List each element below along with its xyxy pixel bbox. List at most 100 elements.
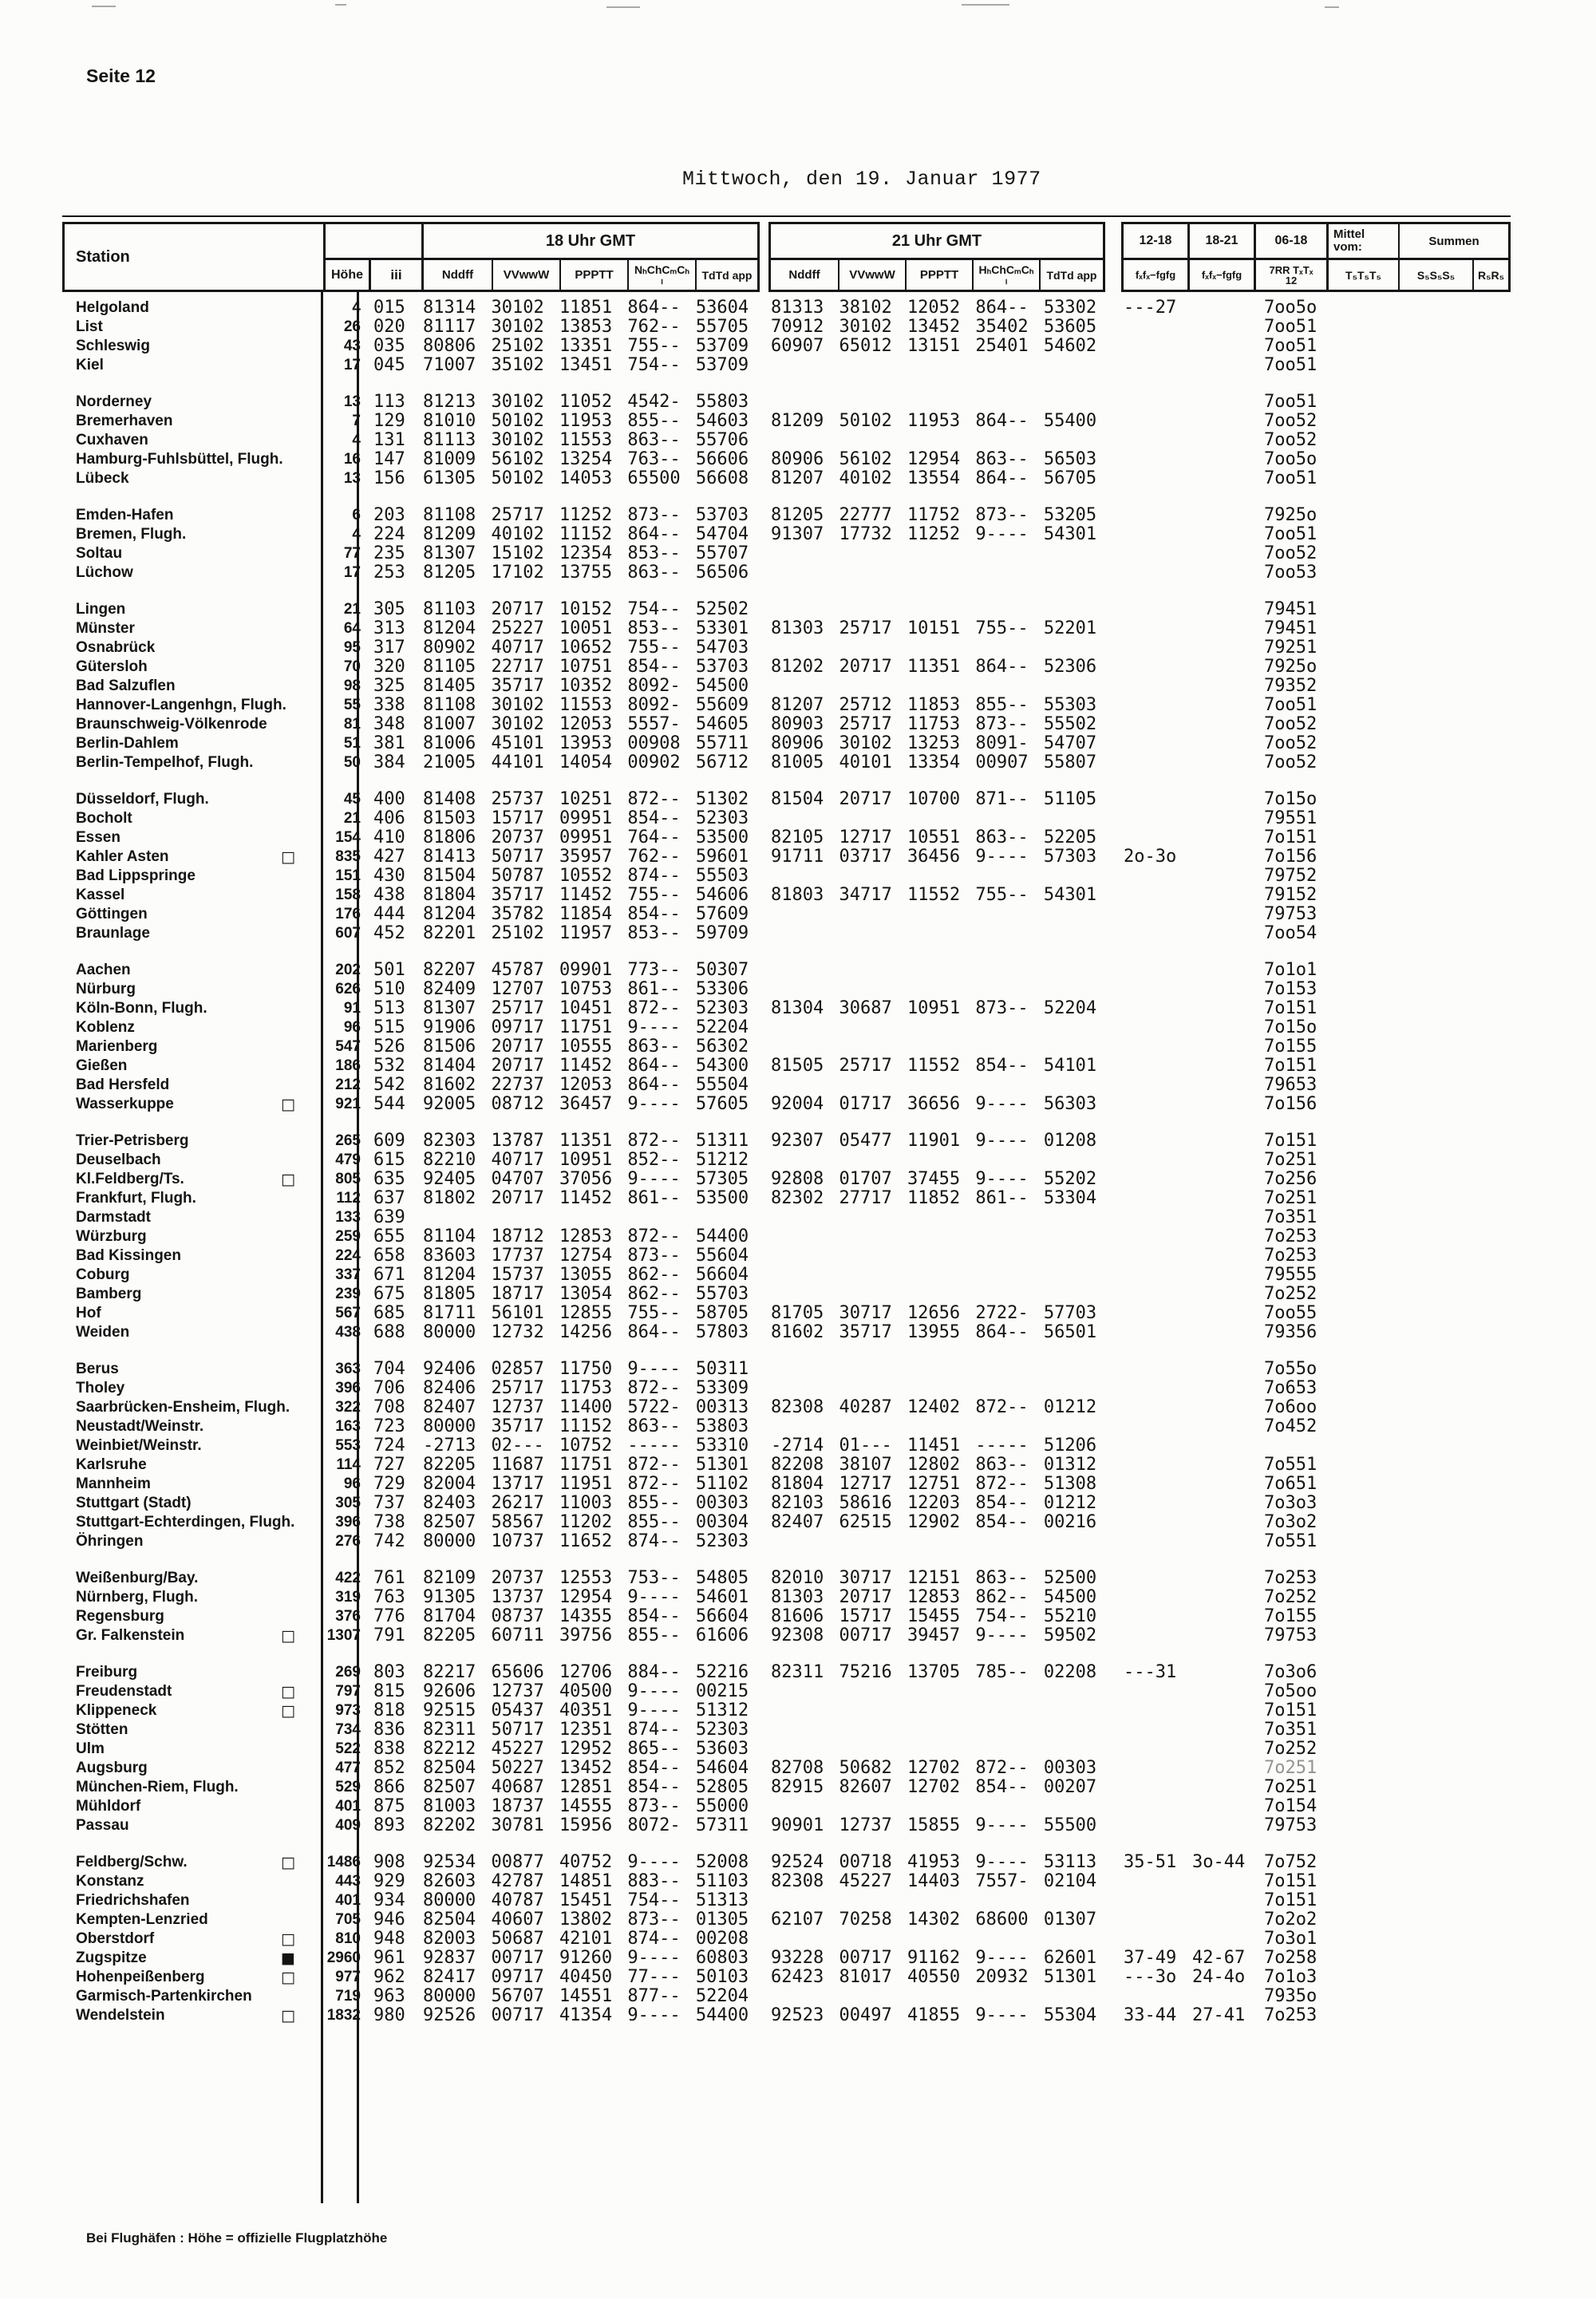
obs-18gmt: 82004 13717 11951 872-- 51102	[423, 1474, 749, 1494]
val-06-18: 79753	[1264, 904, 1317, 924]
col-group-18gmt: 18 Uhr GMT	[545, 231, 636, 250]
station-elevation: 7	[352, 413, 361, 429]
station-elevation: 835	[335, 848, 361, 865]
obs-18gmt: 81105 22717 10751 854-- 53703	[423, 657, 749, 677]
station-number: 727	[373, 1455, 405, 1475]
val-06-18: 7oo55	[1264, 1303, 1317, 1323]
station-name: Gießen	[76, 1057, 128, 1074]
col-header-summen: Summen	[1428, 234, 1479, 248]
obs-21gmt: 82915 82607 12702 854-- 00207	[771, 1777, 1097, 1797]
station-name: Norderney	[76, 393, 152, 410]
obs-18gmt: 81213 30102 11052 4542- 55803	[423, 392, 749, 412]
val-12-18: ---3o	[1124, 1967, 1177, 1987]
table-row: Coburg 337 671 81204 15737 13055 862-- 5660…	[0, 1266, 1596, 1285]
station-name: Stuttgart (Stadt)	[76, 1495, 192, 1511]
table-row: Düsseldorf, Flugh. 45 400 81408 25737 10251…	[0, 790, 1596, 809]
station-symbol-icon: □	[281, 1096, 295, 1113]
obs-21gmt: 81803 34717 11552 755-- 54301	[771, 885, 1097, 905]
table-row: Wasserkuppe □ 921 544 92005 08712 36457 9---…	[0, 1095, 1596, 1114]
station-elevation: 21	[343, 601, 361, 618]
val-06-18: 7o151	[1264, 1701, 1317, 1720]
val-06-18: 7o251	[1264, 1758, 1317, 1778]
station-name: Bamberg	[76, 1286, 142, 1302]
table-row: Bad Hersfeld 212 542 81602 22737 12053 864-…	[0, 1076, 1596, 1095]
obs-21gmt: 82311 75216 13705 785-- 02208	[771, 1662, 1097, 1682]
obs-21gmt: 81804 12717 12751 872-- 51308	[771, 1474, 1097, 1494]
station-symbol-icon: □	[281, 1854, 295, 1871]
table-row: Hof 567 685 81711 56101 12855 755-- 58705 81…	[0, 1304, 1596, 1323]
table-row: Stötten 734 836 82311 50717 12351 874-- 523…	[0, 1720, 1596, 1740]
station-elevation: 70	[343, 658, 361, 675]
station-number: 635	[373, 1169, 405, 1189]
station-name: Berlin-Tempelhof, Flugh.	[76, 754, 254, 771]
station-elevation: 212	[335, 1076, 361, 1093]
val-06-18: 7o252	[1264, 1587, 1317, 1607]
station-symbol-icon: □	[281, 848, 295, 866]
station-elevation: 6	[352, 507, 361, 523]
obs-21gmt: 82308 40287 12402 872-- 01212	[771, 1397, 1097, 1417]
col-header-06-18: 06-18	[1274, 234, 1308, 247]
val-06-18: 7oo5o	[1264, 449, 1317, 469]
station-number: 946	[373, 1910, 405, 1930]
station-number: 838	[373, 1739, 405, 1759]
station-elevation: 13	[343, 393, 361, 410]
val-06-18: 7o551	[1264, 1455, 1317, 1475]
station-elevation: 319	[335, 1589, 361, 1606]
table-row: Passau 409 893 82202 30781 15956 8072- 5731…	[0, 1816, 1596, 1835]
obs-18gmt: 92606 12737 40500 9---- 00215	[423, 1681, 749, 1701]
obs-21gmt: 82708 50682 12702 872-- 00303	[771, 1758, 1097, 1778]
val-06-18: 7o151	[1264, 998, 1317, 1018]
station-number: 317	[373, 638, 405, 658]
station-number: 776	[373, 1606, 405, 1626]
table-row: Bad Kissingen 224 658 83603 17737 12754 873…	[0, 1246, 1596, 1266]
station-symbol-icon: □	[281, 1969, 295, 1986]
obs-18gmt: 82210 40717 10951 852-- 51212	[423, 1150, 749, 1170]
table-row: Wendelstein □ 1832 980 92526 00717 41354 9--…	[0, 2006, 1596, 2025]
col-header-ppptt-18: PPPTT	[575, 268, 614, 282]
table-row: Lübeck 13 156 61305 50102 14053 65500 56608…	[0, 469, 1596, 488]
table-rule-right	[357, 292, 359, 2203]
station-elevation: 422	[335, 1570, 361, 1586]
val-06-18: 7o1o3	[1264, 1967, 1317, 1987]
val-06-18: 7o752	[1264, 1852, 1317, 1872]
station-name: Bad Hersfeld	[76, 1076, 170, 1093]
station-number: 501	[373, 960, 405, 980]
obs-18gmt: 92405 04707 37056 9---- 57305	[423, 1169, 749, 1189]
station-name: Münster	[76, 620, 135, 637]
obs-18gmt: 92005 08712 36457 9---- 57605	[423, 1094, 749, 1114]
val-06-18: 7oo52	[1264, 543, 1317, 563]
station-elevation: 810	[335, 1930, 361, 1947]
obs-21gmt: 81304 30687 10951 873-- 52204	[771, 998, 1097, 1018]
station-number: 129	[373, 411, 405, 431]
val-06-18: 7925o	[1264, 657, 1317, 677]
station-name: Göttingen	[76, 906, 148, 922]
val-06-18: 7o351	[1264, 1720, 1317, 1740]
val-06-18: 79551	[1264, 808, 1317, 828]
station-number: 866	[373, 1777, 405, 1797]
station-elevation: 522	[335, 1740, 361, 1757]
table-row: Bremerhaven 7 129 81010 50102 11953 855-- 5…	[0, 412, 1596, 431]
table-row: Norderney 13 113 81213 30102 11052 4542- 55…	[0, 393, 1596, 412]
station-name: Köln-Bonn, Flugh.	[76, 1000, 207, 1017]
val-12-18: ---31	[1124, 1662, 1177, 1682]
val-06-18: 7oo52	[1264, 753, 1317, 772]
station-name: Marienberg	[76, 1038, 158, 1055]
station-name: Osnabrück	[76, 639, 156, 656]
table-row: Freiburg 269 803 82217 65606 12706 884-- 52…	[0, 1663, 1596, 1682]
obs-18gmt: 81806 20737 09951 764-- 53500	[423, 828, 749, 847]
obs-21gmt: 81207 25712 11853 855-- 55303	[771, 695, 1097, 715]
station-elevation: 239	[335, 1286, 361, 1302]
obs-18gmt: 81408 25737 10251 872-- 51302	[423, 789, 749, 809]
val-06-18: 7o15o	[1264, 1017, 1317, 1037]
table-row: Braunlage 607 452 82201 25102 11957 853-- 5…	[0, 924, 1596, 943]
obs-21gmt: 81202 20717 11351 864-- 52306	[771, 657, 1097, 677]
station-number: 724	[373, 1436, 405, 1456]
obs-18gmt: 80000 10737 11652 874-- 52303	[423, 1531, 749, 1551]
station-name: Stötten	[76, 1721, 128, 1738]
station-number: 325	[373, 676, 405, 696]
station-number: 929	[373, 1871, 405, 1891]
scan-artifact	[606, 6, 640, 8]
station-elevation: 176	[335, 906, 361, 922]
val-12-18: 2o-3o	[1124, 847, 1177, 867]
val-18-21: 3o-44	[1192, 1852, 1246, 1872]
